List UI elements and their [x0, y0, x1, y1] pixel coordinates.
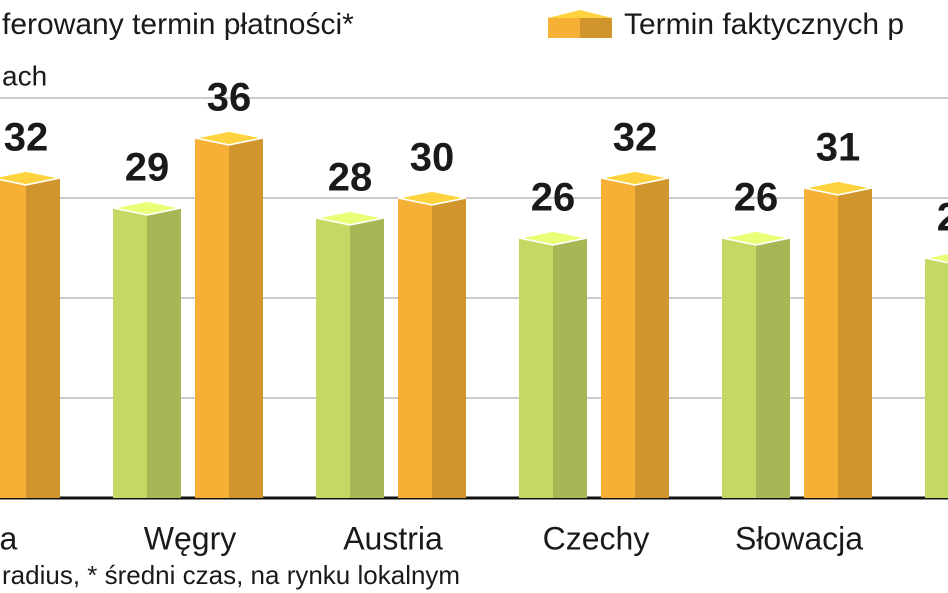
- bar-side: [350, 218, 384, 498]
- bar-front: [316, 218, 350, 498]
- footnote: radius, * średni czas, na rynku lokalnym: [2, 560, 460, 590]
- bar-top: [721, 230, 791, 246]
- value-label: 28: [328, 156, 373, 200]
- bar-front: [601, 178, 635, 498]
- bar-side: [838, 188, 872, 498]
- bar-top: [397, 190, 467, 206]
- bar-top: [112, 200, 182, 216]
- value-label: 32: [4, 116, 49, 160]
- bar-side: [635, 178, 669, 498]
- x-tick-label: Austria: [343, 520, 443, 556]
- bar-side: [229, 138, 263, 498]
- bar-side: [756, 238, 790, 498]
- value-label: 36: [207, 76, 252, 120]
- bar-front: [195, 138, 229, 498]
- x-tick-label: Słowacja: [735, 520, 863, 556]
- bar-front: [0, 179, 26, 498]
- legend-swatch: [548, 18, 580, 38]
- x-tick-label: Węgry: [144, 520, 236, 556]
- x-tick-label: Czechy: [543, 520, 650, 556]
- value-label: 26: [734, 176, 779, 220]
- bar-side: [26, 178, 60, 498]
- value-label: 31: [816, 126, 861, 170]
- bar-top: [803, 180, 873, 196]
- y-axis-label: ach: [2, 60, 47, 91]
- value-label: 26: [531, 176, 576, 220]
- x-tick-label: unia: [0, 520, 17, 556]
- value-label: 29: [125, 146, 170, 190]
- bar-top: [194, 130, 264, 146]
- bar-top: [315, 210, 385, 226]
- value-label: 30: [410, 136, 455, 180]
- bar-top: [518, 230, 588, 246]
- legend-swatch: [580, 18, 612, 38]
- bar-front: [398, 198, 432, 498]
- bar-top: [600, 170, 670, 186]
- bar-front: [925, 258, 948, 498]
- bar-front: [113, 208, 147, 498]
- legend-label: ferowany termin płatności*: [2, 8, 354, 41]
- bar-top: [0, 170, 61, 186]
- bar-side: [553, 238, 587, 498]
- value-label: 32: [613, 116, 658, 160]
- bar-side: [147, 208, 181, 498]
- bar-front: [804, 188, 838, 498]
- bar-front: [722, 238, 756, 498]
- value-label: 24: [937, 196, 948, 240]
- bar-front: [519, 238, 553, 498]
- legend-label: Termin faktycznych p: [624, 8, 904, 41]
- bar-side: [432, 198, 466, 498]
